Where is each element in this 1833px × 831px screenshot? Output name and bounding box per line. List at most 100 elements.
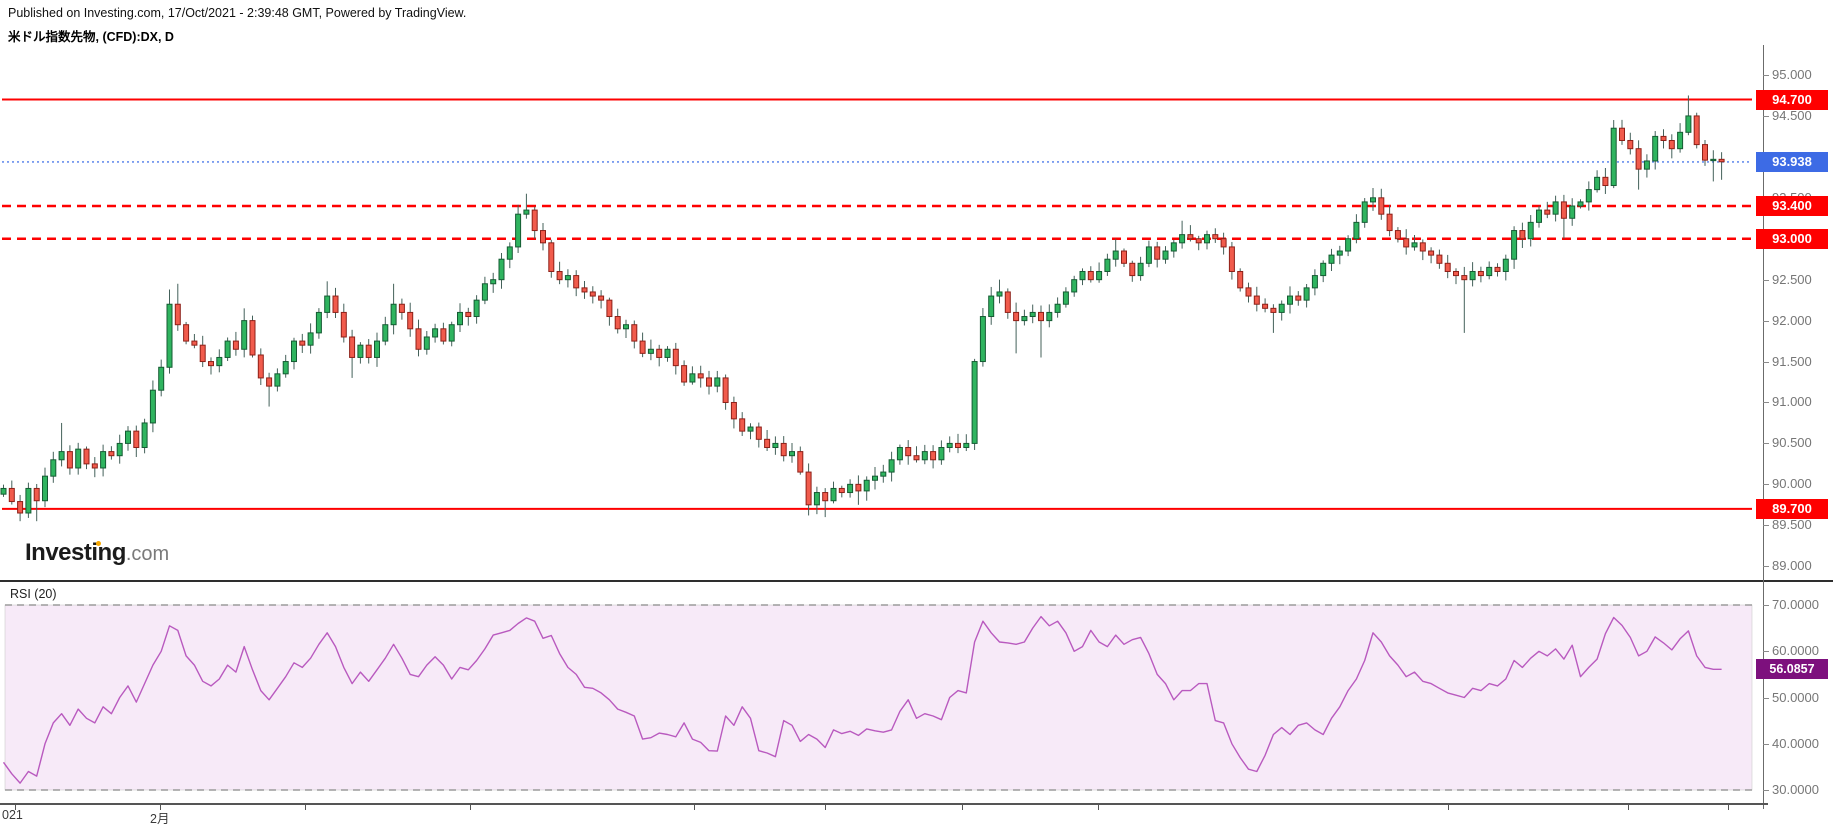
candle-body [1212, 234, 1219, 240]
candle-body [706, 377, 712, 387]
candle-body [174, 303, 181, 326]
candle-body [971, 361, 978, 444]
candle-body [382, 324, 389, 342]
candle-body [747, 426, 754, 432]
candle-body [465, 311, 472, 318]
candle-body [1046, 311, 1053, 322]
rsi-tick-mark [1763, 790, 1769, 791]
candle-body [1079, 270, 1086, 281]
candle-body [50, 459, 57, 477]
candle-body [1710, 158, 1717, 162]
time-tick-mark [825, 803, 826, 810]
candle-body [896, 447, 903, 461]
rsi-tick-mark [1763, 651, 1769, 653]
candle-body [1170, 242, 1177, 252]
investing-logo-text: Investing [25, 539, 126, 566]
candle-body [1585, 189, 1592, 203]
price-tick-label-89.500: 89.500 [1772, 517, 1812, 533]
candle-body [1594, 176, 1601, 191]
candle-body [1162, 250, 1169, 260]
candle-body [963, 442, 970, 449]
candle-body [1453, 270, 1459, 277]
candle-body [75, 448, 82, 469]
candle-body [1062, 291, 1069, 305]
candle-body [1195, 238, 1202, 244]
candle-body [722, 377, 729, 403]
candle-body [91, 463, 98, 469]
candle-body [714, 377, 721, 387]
time-tick-mark [15, 803, 16, 810]
candle-body [772, 442, 779, 449]
candle-body [133, 430, 140, 449]
investing-logo-suffix: .com [125, 543, 170, 565]
candle-body [282, 361, 289, 375]
candle-body [432, 328, 439, 338]
rsi-tick-mark [1763, 697, 1769, 699]
candle-body [324, 295, 331, 313]
candle-body [1660, 135, 1667, 141]
rsi-tick-label-60.0000: 60.0000 [1772, 643, 1819, 659]
candle-body [1677, 131, 1684, 150]
candle-body [1444, 262, 1451, 272]
candle-body [17, 501, 24, 514]
time-label-2月: 2月 [150, 812, 170, 826]
price-tick-label-92.500: 92.500 [1772, 271, 1812, 287]
candle-body [1295, 295, 1302, 301]
candle-body [307, 332, 314, 346]
candle-body [1262, 303, 1269, 309]
candle-body [25, 487, 32, 514]
price-tick-mark [1763, 443, 1769, 445]
candle-body [913, 455, 920, 461]
candle-body [216, 356, 223, 367]
candle-body [1635, 148, 1642, 170]
candle-body [996, 291, 1003, 297]
candle-body [1071, 279, 1078, 293]
candle-body [813, 492, 820, 506]
candle-body [1610, 127, 1617, 187]
investing-logo[interactable]: Investing.com [25, 539, 169, 567]
candle-body [1693, 115, 1700, 146]
candle-body [988, 295, 995, 318]
rsi-tick-label-50.0000: 50.0000 [1772, 689, 1819, 705]
time-tick-mark [694, 803, 695, 810]
candle-body [365, 344, 372, 358]
candle-body [183, 324, 190, 342]
candle-body [1004, 291, 1011, 313]
candle-body [340, 311, 347, 338]
candle-body [789, 451, 795, 457]
candle-body [838, 487, 845, 494]
candle-body [1486, 266, 1493, 277]
candle-body [656, 348, 663, 358]
candle-body [1187, 234, 1194, 240]
candle-body [66, 451, 73, 469]
candle-body [1087, 270, 1094, 281]
candle-body [581, 287, 588, 293]
price-tick-label-90.000: 90.000 [1772, 476, 1812, 492]
candle-body [1461, 275, 1468, 281]
candle-body [1619, 127, 1625, 141]
candle-body [199, 344, 206, 363]
candle-body [149, 389, 156, 424]
candle-body [398, 303, 405, 313]
candle-body [100, 451, 107, 469]
axis-label-rsi-value: 56.0857 [1756, 659, 1828, 680]
rsi-band [4, 604, 1753, 791]
candle-body [573, 275, 580, 289]
candle-body [1311, 275, 1318, 289]
rsi-tick-label-70.0000: 70.0000 [1772, 597, 1819, 612]
candle-body [158, 366, 165, 391]
candle-body [440, 328, 447, 342]
price-tick-label-91.500: 91.500 [1772, 353, 1812, 369]
candle-body [739, 418, 746, 432]
candle-body [266, 377, 273, 387]
candle-body [1627, 139, 1634, 150]
candle-body [1652, 135, 1659, 162]
candle-body [1602, 176, 1609, 187]
candle-body [125, 430, 131, 444]
candle-body [357, 344, 364, 358]
candle-body [930, 451, 937, 461]
candle-body [415, 328, 422, 350]
candle-body [1361, 201, 1368, 223]
time-tick-mark [962, 803, 963, 810]
